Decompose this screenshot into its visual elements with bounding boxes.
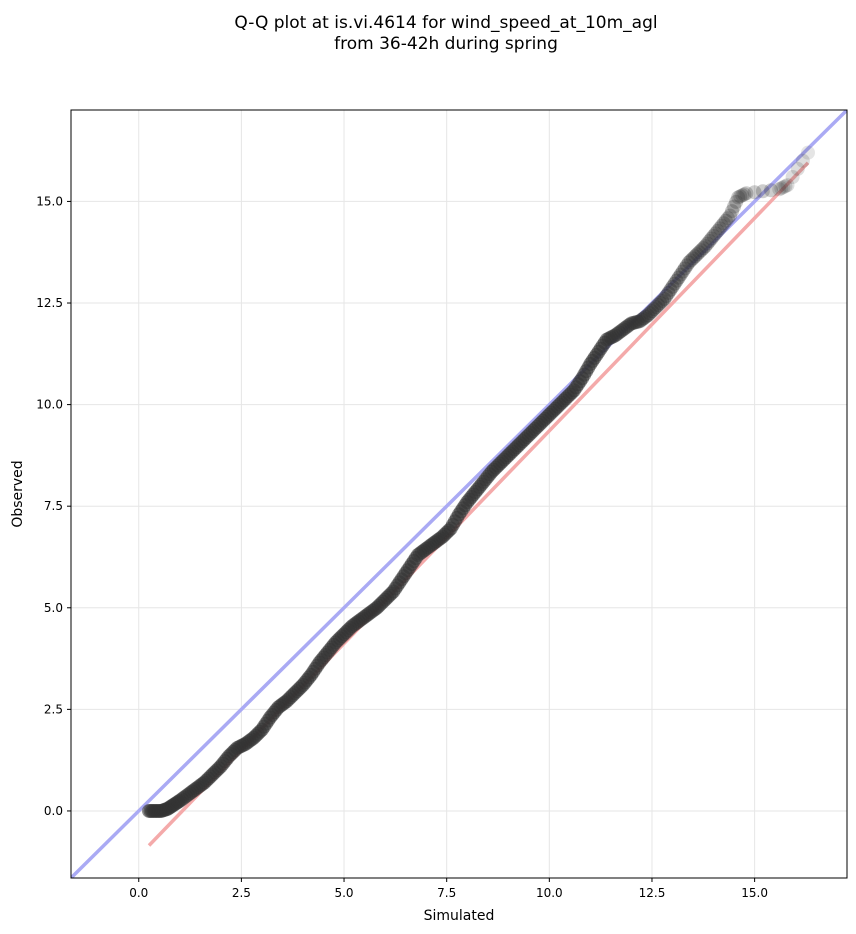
x-tick-label: 15.0 [741, 886, 768, 900]
data-point [727, 199, 742, 214]
data-point [669, 273, 684, 288]
data-point [790, 161, 805, 176]
y-tick-label: 7.5 [44, 499, 63, 513]
plot-frame [70, 109, 848, 879]
data-point [634, 312, 649, 327]
data-point [785, 170, 800, 185]
data-point [702, 234, 717, 249]
data-point [690, 247, 705, 262]
y-tick-label: 5.0 [44, 601, 63, 615]
data-point [739, 186, 754, 201]
data-point [661, 285, 676, 300]
data-point [647, 302, 662, 317]
data-point [731, 190, 746, 205]
x-tick-label: 0.0 [129, 886, 148, 900]
data-point [667, 276, 682, 291]
data-point [733, 189, 748, 204]
data-point [718, 213, 733, 228]
y-tick-label: 12.5 [36, 296, 63, 310]
data-point [698, 239, 713, 254]
data-point [673, 267, 688, 282]
data-point [681, 255, 696, 270]
data-point [663, 282, 678, 297]
data-point [628, 315, 643, 330]
y-axis: 0.0 2.5 5.0 7.5 10.0 12.5 15.0 [36, 194, 71, 818]
data-point [772, 182, 787, 197]
x-tick-label: 5.0 [334, 886, 353, 900]
data-point [714, 218, 729, 233]
data-point [716, 216, 731, 231]
data-point [735, 188, 750, 203]
data-point [614, 323, 629, 338]
data-point [624, 316, 639, 331]
y-tick-label: 0.0 [44, 804, 63, 818]
chart-title-line-1: Q-Q plot at is.vi.4614 for wind_speed_at… [234, 13, 657, 33]
data-point [700, 236, 715, 251]
data-point [729, 194, 744, 209]
data-point [706, 228, 721, 243]
data-point [755, 184, 770, 199]
data-point [712, 221, 727, 236]
data-point [655, 293, 670, 308]
data-point [747, 185, 762, 200]
x-axis: 0.0 2.5 5.0 7.5 10.0 12.5 15.0 [129, 878, 768, 900]
x-tick-label: 2.5 [232, 886, 251, 900]
data-point [622, 317, 637, 332]
data-point [640, 308, 655, 323]
data-point [675, 264, 690, 279]
data-point [651, 298, 666, 313]
data-point [618, 320, 633, 335]
y-tick-label: 15.0 [36, 194, 63, 208]
data-point [710, 223, 725, 238]
x-tick-label: 7.5 [437, 886, 456, 900]
data-point [694, 243, 709, 258]
data-point [671, 270, 686, 285]
data-point [630, 314, 645, 329]
data-point [638, 309, 653, 324]
data-point [720, 211, 735, 226]
x-tick-label: 10.0 [536, 886, 563, 900]
data-point [764, 183, 779, 198]
data-point [722, 208, 737, 223]
data-point [774, 181, 789, 196]
data-point [795, 153, 810, 168]
data-point [659, 288, 674, 303]
data-point [800, 145, 815, 160]
data-point [776, 180, 791, 195]
data-point [679, 258, 694, 273]
data-point [696, 241, 711, 256]
data-point [686, 251, 701, 266]
x-axis-label: Simulated [424, 908, 495, 924]
data-point [620, 319, 635, 334]
points-layer [142, 145, 815, 818]
chart-title-line-2: from 36-42h during spring [334, 34, 558, 54]
data-point [708, 226, 723, 241]
data-point [665, 279, 680, 294]
data-point [642, 306, 657, 321]
data-point [653, 296, 668, 311]
data-point [704, 231, 719, 246]
data-point [657, 291, 672, 306]
x-tick-label: 12.5 [639, 886, 666, 900]
data-point [644, 304, 659, 319]
y-tick-label: 2.5 [44, 702, 63, 716]
y-axis-label: Observed [10, 460, 26, 527]
data-point [688, 249, 703, 264]
data-point [649, 300, 664, 315]
data-point [632, 314, 647, 329]
data-point [692, 245, 707, 260]
data-point [737, 187, 752, 202]
data-point [626, 315, 641, 330]
grid [71, 110, 847, 878]
data-point [683, 253, 698, 268]
data-point [780, 178, 795, 193]
data-point [677, 261, 692, 276]
data-point [636, 311, 651, 326]
reference-line [71, 110, 847, 878]
data-point [616, 322, 631, 337]
data-point [778, 179, 793, 194]
y-tick-label: 10.0 [36, 398, 63, 412]
data-point [725, 204, 740, 219]
